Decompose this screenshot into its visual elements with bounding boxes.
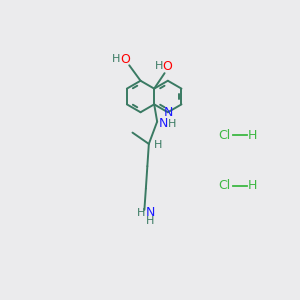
Text: H: H [154, 61, 163, 71]
Text: H: H [247, 129, 256, 142]
Text: N: N [146, 206, 155, 219]
Text: N: N [159, 118, 168, 130]
Text: H: H [136, 208, 145, 218]
Text: H: H [168, 119, 176, 129]
Text: Cl: Cl [218, 179, 230, 192]
Text: H: H [146, 216, 154, 226]
Text: O: O [162, 60, 172, 73]
Text: H: H [154, 140, 162, 149]
Text: N: N [164, 106, 173, 119]
Text: O: O [120, 53, 130, 66]
Text: Cl: Cl [218, 129, 230, 142]
Text: H: H [112, 54, 120, 64]
Text: H: H [247, 179, 256, 192]
